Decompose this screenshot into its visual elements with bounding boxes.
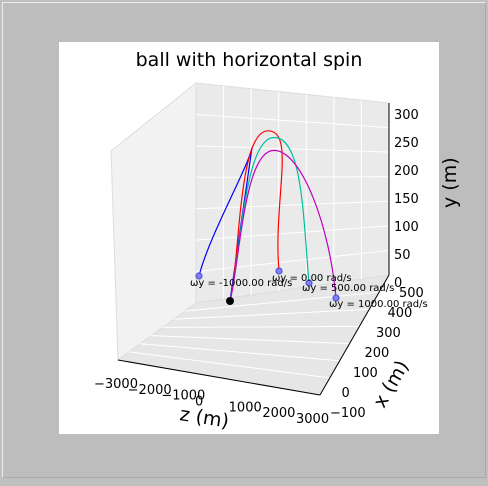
x-tick-label: 100 (353, 366, 378, 381)
grid-line (129, 351, 330, 379)
trajectory-line (229, 130, 283, 302)
grid-lines (129, 85, 390, 379)
y-tick-label: 200 (394, 164, 419, 179)
z-tick-label: −1000 (161, 389, 205, 404)
y-tick-label: 300 (394, 108, 419, 123)
grid-line (195, 176, 390, 178)
grid-line (195, 249, 390, 273)
series-labels: ωy = -1000.00 rad/sωy = 0.00 rad/sωy = 5… (190, 273, 428, 310)
y-tick-label: 0 (394, 276, 402, 291)
y-tick-label: 100 (394, 220, 419, 235)
z-tick-label: 0 (195, 395, 203, 410)
grid-line (195, 225, 390, 241)
grid-line (173, 308, 370, 320)
grid-line (162, 325, 360, 328)
y-tick-label: 250 (394, 136, 419, 151)
x-axis-label: x (m) (369, 357, 413, 412)
z-axis-label: z (m) (178, 403, 230, 432)
grid-line (140, 343, 340, 362)
x-tick-label: 0 (342, 386, 350, 401)
x-tick-label: 500 (399, 286, 424, 301)
y-axis-label: y (m) (439, 157, 461, 208)
z-axis-line (117, 359, 321, 396)
grid-line (195, 113, 390, 129)
x-tick-label: 300 (376, 326, 401, 341)
landing-point (195, 272, 203, 280)
x-tick-label: −100 (330, 406, 366, 421)
launch-point (226, 297, 234, 305)
x-tick-label: 200 (365, 346, 390, 361)
x-tick-label: 400 (388, 306, 413, 321)
z-tick-label: −3000 (94, 377, 138, 392)
grid-line (151, 335, 350, 345)
z-tick-label: 2000 (262, 406, 295, 421)
x-axis-line (319, 274, 390, 396)
chart-title: ball with horizontal spin (135, 49, 363, 71)
landing-point (275, 267, 283, 275)
z-tick-label: −2000 (128, 383, 172, 398)
series-label: ωy = -1000.00 rad/s (190, 278, 292, 289)
y-tick-label: 150 (394, 192, 419, 207)
landing-point (305, 279, 313, 287)
z-tick-label: 3000 (296, 412, 329, 427)
series-label: ωy = 500.00 rad/s (302, 283, 394, 294)
trajectory-line (229, 149, 337, 302)
y-tick-label: 50 (394, 248, 411, 263)
grid-line (195, 145, 390, 153)
series-label: ωy = 0.00 rad/s (272, 273, 352, 284)
landing-point (332, 294, 340, 302)
series-label: ωy = 1000.00 rad/s (329, 299, 428, 310)
grid-line (195, 200, 390, 210)
trajectories (195, 130, 340, 302)
grid-line (184, 291, 380, 312)
z-tick-label: 1000 (229, 400, 262, 415)
